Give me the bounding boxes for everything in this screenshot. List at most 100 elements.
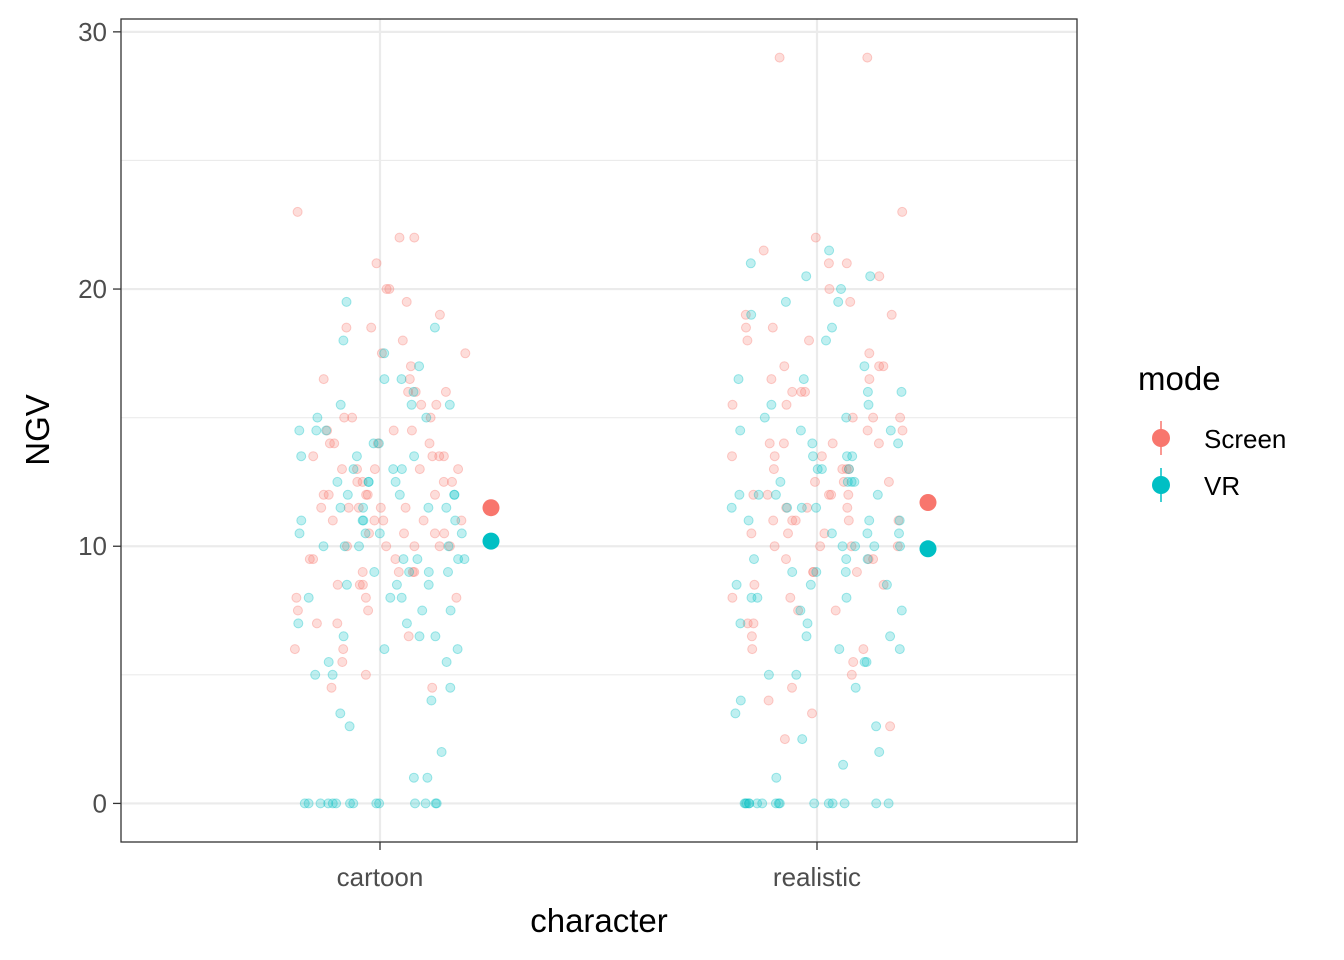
data-point-vr-cartoon	[453, 554, 464, 565]
data-point-vr-cartoon	[423, 579, 434, 590]
data-point-screen-realistic	[787, 386, 798, 397]
data-point-vr-realistic	[872, 489, 883, 500]
data-point-screen-realistic	[851, 567, 862, 577]
data-point-vr-realistic	[821, 335, 831, 346]
data-point-screen-cartoon	[324, 438, 335, 449]
data-point-vr-cartoon	[345, 798, 355, 809]
data-point-screen-realistic	[826, 489, 837, 500]
data-point-vr-realistic	[839, 798, 850, 809]
data-point-vr-cartoon	[394, 489, 405, 500]
data-point-screen-cartoon	[384, 284, 395, 294]
data-point-screen-cartoon	[357, 579, 368, 590]
data-point-vr-cartoon	[390, 476, 401, 487]
data-point-screen-realistic	[763, 695, 774, 706]
data-point-vr-cartoon	[331, 798, 342, 809]
data-point-screen-cartoon	[372, 438, 383, 449]
data-point-vr-realistic	[894, 644, 905, 655]
data-point-screen-realistic	[742, 618, 753, 629]
data-point-screen-cartoon	[414, 464, 425, 475]
data-point-screen-realistic	[781, 399, 792, 410]
data-point-screen-cartoon	[352, 464, 362, 475]
data-point-screen-realistic	[727, 399, 738, 410]
data-point-vr-realistic	[780, 296, 791, 307]
data-point-vr-realistic	[896, 386, 907, 397]
data-point-vr-realistic	[735, 618, 746, 629]
data-point-vr-realistic	[850, 541, 861, 552]
x-tick-label-realistic: realistic	[773, 862, 861, 892]
data-point-vr-realistic	[827, 322, 837, 333]
data-point-vr-cartoon	[412, 554, 423, 565]
data-point-vr-cartoon	[456, 528, 467, 539]
data-point-vr-cartoon	[332, 476, 343, 487]
data-point-screen-realistic	[727, 451, 737, 462]
data-point-vr-cartoon	[348, 464, 359, 475]
data-point-vr-realistic	[752, 592, 763, 603]
data-point-screen-realistic	[846, 541, 857, 552]
x-axis-title: character	[530, 902, 668, 939]
data-point-vr-cartoon	[374, 528, 385, 539]
data-point-vr-cartoon	[391, 579, 402, 590]
data-point-vr-realistic	[841, 592, 852, 603]
data-point-screen-realistic	[897, 425, 908, 436]
data-point-screen-cartoon	[434, 451, 445, 462]
data-point-vr-cartoon	[404, 567, 415, 577]
data-point-screen-cartoon	[338, 644, 349, 655]
data-point-vr-realistic	[871, 798, 882, 809]
data-point-screen-cartoon	[341, 322, 352, 333]
data-point-vr-cartoon	[299, 798, 310, 809]
data-point-vr-realistic	[757, 798, 768, 809]
y-tick-label: 0	[93, 788, 107, 818]
data-point-screen-cartoon	[381, 284, 392, 294]
data-point-screen-cartoon	[316, 502, 327, 513]
legend-label-screen: Screen	[1204, 424, 1286, 454]
y-tick-label: 20	[78, 274, 107, 304]
data-point-vr-realistic	[827, 798, 838, 809]
data-point-vr-cartoon	[335, 502, 346, 513]
data-point-vr-cartoon	[342, 489, 353, 500]
data-point-screen-cartoon	[416, 399, 427, 410]
data-point-vr-realistic	[809, 798, 820, 809]
data-point-screen-realistic	[843, 464, 854, 475]
data-point-screen-cartoon	[403, 631, 414, 642]
data-point-vr-realistic	[824, 245, 835, 256]
data-point-vr-realistic	[753, 489, 764, 500]
legend-key-vr-dot	[1152, 476, 1170, 494]
data-point-vr-realistic	[808, 451, 818, 462]
data-point-screen-cartoon	[376, 348, 387, 359]
legend-label-vr: VR	[1204, 471, 1240, 501]
data-point-screen-cartoon	[292, 206, 303, 217]
data-point-vr-cartoon	[385, 592, 396, 603]
data-point-screen-cartoon	[327, 515, 338, 526]
data-point-screen-cartoon	[304, 554, 315, 565]
data-point-vr-realistic	[726, 502, 737, 513]
data-point-vr-cartoon	[354, 541, 364, 552]
data-point-screen-realistic	[895, 412, 906, 423]
data-point-screen-realistic	[766, 374, 777, 385]
data-point-screen-cartoon	[460, 348, 471, 359]
data-point-vr-cartoon	[339, 541, 350, 552]
data-point-vr-cartoon	[371, 798, 382, 809]
mean-point-vr-cartoon	[482, 532, 500, 550]
data-point-vr-cartoon	[452, 644, 463, 655]
data-point-screen-cartoon	[409, 232, 420, 243]
data-point-screen-realistic	[846, 669, 857, 680]
data-point-screen-cartoon	[366, 322, 377, 333]
data-point-vr-realistic	[893, 438, 904, 449]
mean-point-vr-realistic	[919, 540, 937, 558]
data-point-vr-cartoon	[444, 399, 455, 410]
data-point-screen-cartoon	[401, 296, 412, 307]
data-point-vr-realistic	[746, 592, 757, 603]
data-point-screen-cartoon	[451, 592, 462, 603]
data-point-screen-cartoon	[362, 489, 373, 500]
data-point-screen-realistic	[848, 657, 859, 667]
data-point-screen-cartoon	[337, 464, 347, 475]
data-point-screen-realistic	[749, 579, 760, 590]
data-point-screen-cartoon	[329, 438, 340, 449]
data-point-vr-realistic	[770, 489, 781, 500]
data-point-screen-cartoon	[410, 386, 421, 397]
data-point-vr-cartoon	[341, 579, 352, 590]
data-point-screen-realistic	[802, 502, 813, 513]
data-point-screen-cartoon	[375, 502, 386, 513]
